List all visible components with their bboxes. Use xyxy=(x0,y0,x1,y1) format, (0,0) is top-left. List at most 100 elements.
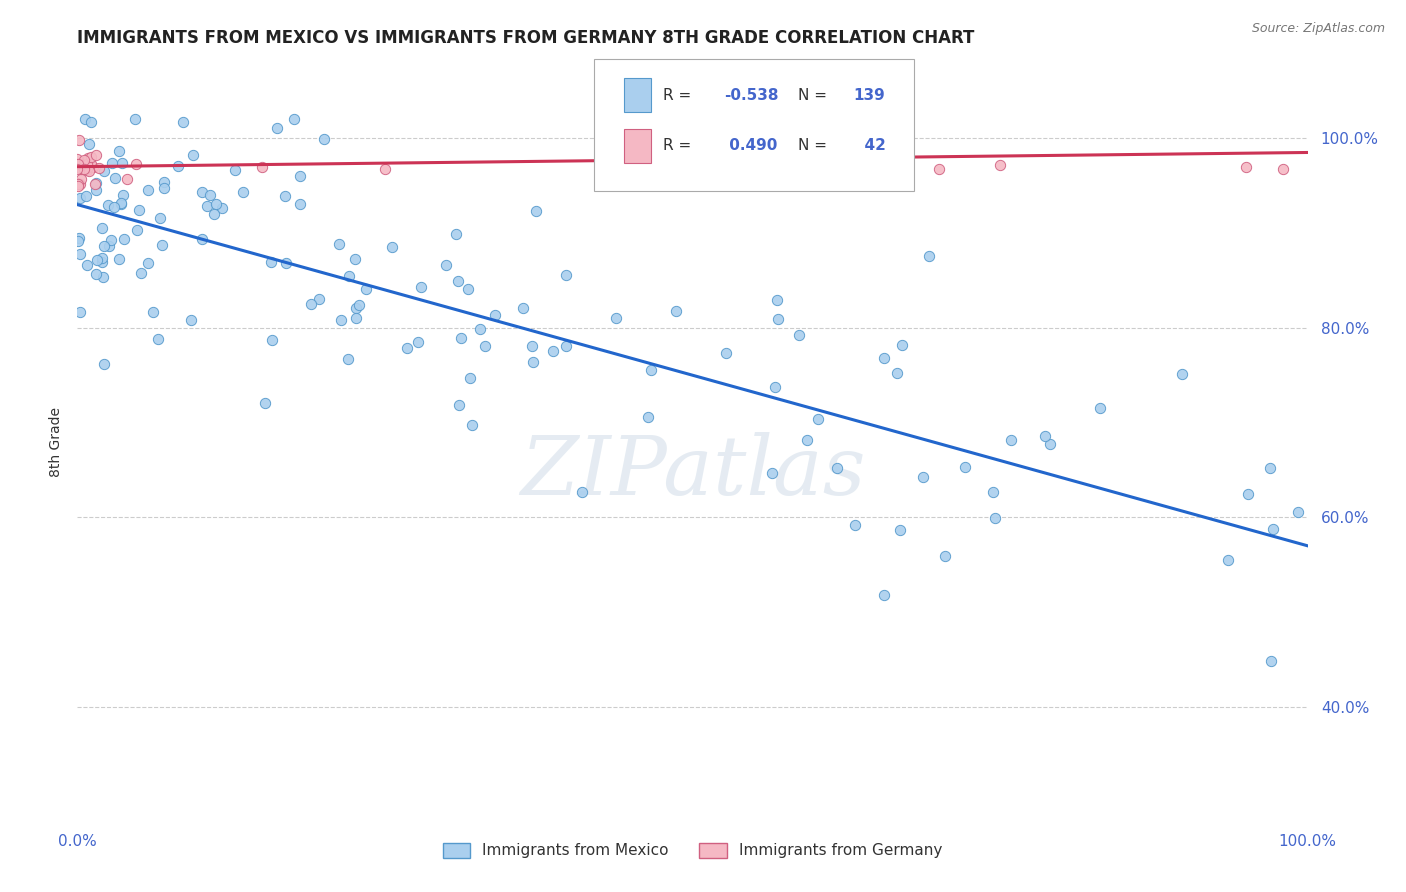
Point xyxy=(69,158,91,172)
Point xyxy=(77,153,100,168)
Point xyxy=(72,161,94,176)
Point xyxy=(605,311,627,326)
Point xyxy=(80,114,103,128)
Point xyxy=(67,160,90,174)
Point xyxy=(665,303,688,318)
Point xyxy=(409,280,432,294)
Point xyxy=(167,159,190,173)
Point xyxy=(93,239,115,253)
Point xyxy=(128,203,150,218)
Point xyxy=(571,484,593,499)
Point xyxy=(124,112,146,127)
Point xyxy=(474,339,496,353)
Point xyxy=(70,172,93,186)
Point xyxy=(86,252,108,267)
Point xyxy=(381,240,404,254)
Point xyxy=(308,292,330,306)
Point xyxy=(80,150,103,164)
Point xyxy=(66,152,89,166)
Point xyxy=(889,523,911,537)
Point xyxy=(555,268,578,282)
Point xyxy=(108,144,131,158)
Point xyxy=(541,344,564,359)
Point xyxy=(69,247,91,261)
Point xyxy=(66,176,89,190)
Point xyxy=(75,161,97,176)
Point xyxy=(266,120,288,135)
Point xyxy=(101,156,124,170)
Point xyxy=(312,132,335,146)
Point xyxy=(891,337,914,351)
Point xyxy=(76,163,98,178)
Point xyxy=(79,137,101,152)
Point xyxy=(763,380,786,394)
Point xyxy=(555,339,578,353)
Point xyxy=(204,197,226,211)
Point xyxy=(104,171,127,186)
Point xyxy=(152,181,174,195)
Legend: Immigrants from Mexico, Immigrants from Germany: Immigrants from Mexico, Immigrants from … xyxy=(443,843,942,858)
Point xyxy=(288,169,311,184)
Point xyxy=(434,258,457,272)
Point xyxy=(198,188,221,202)
Point xyxy=(150,238,173,252)
Point xyxy=(886,366,908,380)
Point xyxy=(446,227,468,242)
Point xyxy=(873,351,896,366)
Point xyxy=(276,256,298,270)
Point xyxy=(458,371,481,385)
Text: 0.490: 0.490 xyxy=(724,138,778,153)
Text: 42: 42 xyxy=(853,138,886,153)
Point xyxy=(918,249,941,263)
Point xyxy=(329,313,352,327)
Point xyxy=(136,183,159,197)
Point xyxy=(522,355,544,369)
Point xyxy=(450,330,472,344)
Point xyxy=(129,266,152,280)
Point xyxy=(1286,506,1309,520)
Point xyxy=(136,255,159,269)
Point xyxy=(112,232,135,246)
Point xyxy=(67,231,90,245)
Point xyxy=(337,351,360,366)
Point xyxy=(91,255,114,269)
Point xyxy=(1171,367,1194,381)
Point xyxy=(283,112,305,127)
Point xyxy=(67,158,90,172)
Point xyxy=(76,258,98,272)
Point xyxy=(254,396,277,410)
Y-axis label: 8th Grade: 8th Grade xyxy=(49,407,63,476)
Point xyxy=(232,185,254,199)
Point xyxy=(66,234,89,248)
Point xyxy=(76,157,98,171)
Text: N =: N = xyxy=(799,138,827,153)
Point xyxy=(457,282,479,296)
Point xyxy=(1033,429,1056,443)
Point xyxy=(953,460,976,475)
Point xyxy=(766,311,789,326)
Point xyxy=(447,398,470,412)
Point xyxy=(127,223,149,237)
Point xyxy=(912,469,935,483)
Point xyxy=(1258,461,1281,475)
Point xyxy=(91,221,114,235)
Point xyxy=(344,252,367,267)
Point xyxy=(224,163,246,178)
Point xyxy=(299,296,322,310)
Point xyxy=(125,157,148,171)
Point xyxy=(195,199,218,213)
Bar xyxy=(624,78,651,112)
Point xyxy=(374,161,396,176)
Point xyxy=(82,160,104,174)
Text: N =: N = xyxy=(799,87,827,103)
Point xyxy=(328,237,350,252)
Point xyxy=(844,518,866,533)
Point xyxy=(211,201,233,215)
Point xyxy=(110,195,132,210)
Point xyxy=(524,204,547,219)
Point xyxy=(1039,436,1062,450)
Point xyxy=(77,159,100,173)
Point xyxy=(461,418,484,433)
Point xyxy=(72,158,94,172)
Point xyxy=(273,188,295,202)
